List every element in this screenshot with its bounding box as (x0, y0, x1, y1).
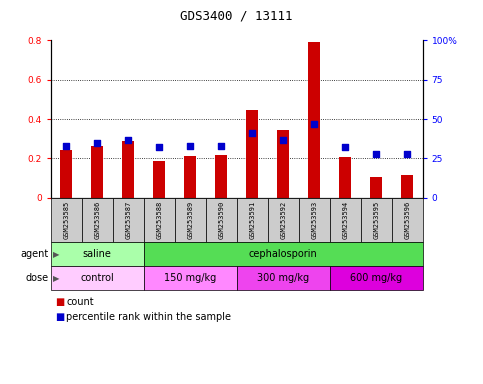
Bar (246, 110, 258, 198)
Bar (215, 156, 227, 198)
Text: ▶: ▶ (53, 250, 59, 258)
Point (372, 151, 380, 157)
Text: control: control (80, 273, 114, 283)
Text: 600 mg/kg: 600 mg/kg (350, 273, 402, 283)
Text: ▶: ▶ (53, 274, 59, 283)
Text: 150 mg/kg: 150 mg/kg (164, 273, 216, 283)
Bar (91, 146, 103, 198)
Text: GDS3400 / 13111: GDS3400 / 13111 (181, 10, 293, 23)
Bar (308, 42, 320, 198)
Text: agent: agent (20, 249, 48, 259)
Text: GSM253589: GSM253589 (187, 201, 193, 239)
Text: GSM253590: GSM253590 (218, 201, 224, 239)
Point (124, 136, 132, 142)
Text: 300 mg/kg: 300 mg/kg (257, 273, 309, 283)
Point (186, 143, 194, 149)
Bar (122, 141, 134, 198)
Text: GSM253587: GSM253587 (125, 201, 131, 239)
Bar (184, 156, 197, 198)
Text: ■: ■ (56, 312, 65, 322)
Text: GSM253593: GSM253593 (311, 201, 317, 239)
Point (310, 121, 318, 127)
Text: GSM253596: GSM253596 (404, 201, 410, 239)
Point (248, 130, 256, 136)
Text: ■: ■ (56, 297, 65, 307)
Text: GSM253595: GSM253595 (373, 201, 379, 239)
Text: GSM253591: GSM253591 (249, 201, 255, 239)
Text: GSM253594: GSM253594 (342, 201, 348, 239)
Point (279, 136, 287, 142)
Text: cephalosporin: cephalosporin (249, 249, 317, 259)
Text: saline: saline (83, 249, 112, 259)
Bar (401, 175, 413, 198)
Point (341, 144, 349, 151)
Bar (277, 130, 289, 198)
Point (62, 143, 70, 149)
Text: GSM253586: GSM253586 (94, 201, 100, 239)
Bar (370, 177, 383, 198)
Text: percentile rank within the sample: percentile rank within the sample (66, 312, 231, 322)
Bar (153, 161, 165, 198)
Point (156, 144, 163, 151)
Point (217, 143, 225, 149)
Text: GSM253588: GSM253588 (156, 201, 162, 239)
Text: count: count (66, 297, 94, 307)
Text: GSM253592: GSM253592 (280, 201, 286, 239)
Text: GSM253585: GSM253585 (63, 201, 69, 239)
Bar (339, 157, 351, 198)
Point (403, 151, 411, 157)
Point (93, 140, 101, 146)
Bar (60, 149, 72, 198)
Text: dose: dose (25, 273, 48, 283)
